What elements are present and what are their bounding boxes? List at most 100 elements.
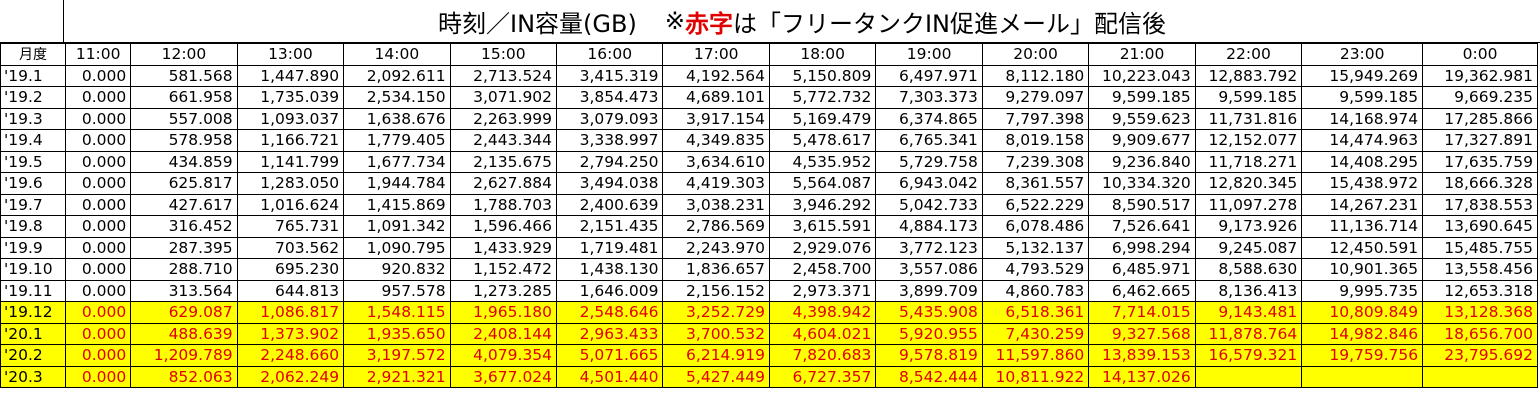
value-cell[interactable]: 1,935.650: [343, 322, 451, 345]
value-cell[interactable]: 0.000: [65, 172, 132, 195]
value-cell[interactable]: 11,878.764: [1194, 322, 1303, 345]
value-cell[interactable]: 1,090.795: [343, 236, 451, 259]
value-cell[interactable]: 13,839.153: [1088, 344, 1196, 367]
value-cell[interactable]: 2,408.144: [449, 322, 558, 345]
value-cell[interactable]: 695.230: [236, 258, 345, 281]
value-cell[interactable]: 13,558.456: [1422, 258, 1538, 281]
value-cell[interactable]: 3,917.154: [662, 107, 770, 130]
value-cell[interactable]: 9,279.097: [981, 86, 1090, 109]
month-cell[interactable]: '19.10: [0, 258, 67, 281]
value-cell[interactable]: 1,677.734: [343, 150, 451, 173]
month-cell[interactable]: '20.2: [0, 344, 67, 367]
value-cell[interactable]: 0.000: [65, 365, 132, 388]
value-cell[interactable]: 920.832: [343, 258, 451, 281]
value-cell[interactable]: 1,415.869: [343, 193, 451, 216]
value-cell[interactable]: 2,973.371: [768, 279, 877, 302]
value-cell[interactable]: 0.000: [65, 193, 132, 216]
value-cell[interactable]: 3,079.093: [556, 107, 664, 130]
value-cell[interactable]: 23,795.692: [1422, 344, 1538, 367]
header-time[interactable]: 20:00: [981, 43, 1090, 66]
value-cell[interactable]: 7,820.683: [768, 344, 877, 367]
value-cell[interactable]: 2,135.675: [449, 150, 558, 173]
value-cell[interactable]: 5,478.617: [768, 129, 877, 152]
value-cell[interactable]: 15,949.269: [1301, 64, 1424, 87]
value-cell[interactable]: 4,419.303: [662, 172, 770, 195]
value-cell[interactable]: 1,152.472: [449, 258, 558, 281]
value-cell[interactable]: 5,427.449: [662, 365, 770, 388]
value-cell[interactable]: 11,718.271: [1194, 150, 1303, 173]
value-cell[interactable]: 9,236.840: [1088, 150, 1196, 173]
value-cell[interactable]: 6,485.971: [1088, 258, 1196, 281]
value-cell[interactable]: 8,136.413: [1194, 279, 1303, 302]
value-cell[interactable]: 2,713.524: [449, 64, 558, 87]
value-cell[interactable]: 5,169.479: [768, 107, 877, 130]
value-cell[interactable]: 2,794.250: [556, 150, 664, 173]
value-cell[interactable]: [1301, 365, 1424, 388]
value-cell[interactable]: 2,963.433: [556, 322, 664, 345]
value-cell[interactable]: 8,588.630: [1194, 258, 1303, 281]
value-cell[interactable]: 4,079.354: [449, 344, 558, 367]
value-cell[interactable]: 0.000: [65, 215, 132, 238]
value-cell[interactable]: 644.813: [236, 279, 345, 302]
value-cell[interactable]: [1194, 365, 1303, 388]
value-cell[interactable]: 5,729.758: [875, 150, 983, 173]
value-cell[interactable]: 9,245.087: [1194, 236, 1303, 259]
value-cell[interactable]: 6,943.042: [875, 172, 983, 195]
header-month[interactable]: 月度: [0, 43, 67, 66]
header-time[interactable]: 18:00: [768, 43, 877, 66]
month-cell[interactable]: '20.3: [0, 365, 67, 388]
value-cell[interactable]: 0.000: [65, 279, 132, 302]
value-cell[interactable]: 13,690.645: [1422, 215, 1538, 238]
value-cell[interactable]: 1,141.799: [236, 150, 345, 173]
value-cell[interactable]: 5,920.955: [875, 322, 983, 345]
month-cell[interactable]: '19.2: [0, 86, 67, 109]
value-cell[interactable]: 2,062.249: [236, 365, 345, 388]
value-cell[interactable]: 765.731: [236, 215, 345, 238]
month-cell[interactable]: '19.5: [0, 150, 67, 173]
value-cell[interactable]: 3,899.709: [875, 279, 983, 302]
value-cell[interactable]: 15,485.755: [1422, 236, 1538, 259]
value-cell[interactable]: 11,731.816: [1194, 107, 1303, 130]
value-cell[interactable]: 2,400.639: [556, 193, 664, 216]
value-cell[interactable]: 10,334.320: [1088, 172, 1196, 195]
value-cell[interactable]: 0.000: [65, 64, 132, 87]
value-cell[interactable]: 17,285.866: [1422, 107, 1538, 130]
value-cell[interactable]: 8,112.180: [981, 64, 1090, 87]
header-time[interactable]: 17:00: [662, 43, 770, 66]
value-cell[interactable]: 1,965.180: [449, 301, 558, 324]
value-cell[interactable]: 5,564.087: [768, 172, 877, 195]
value-cell[interactable]: 1,788.703: [449, 193, 558, 216]
month-cell[interactable]: '19.1: [0, 64, 67, 87]
value-cell[interactable]: 7,714.015: [1088, 301, 1196, 324]
value-cell[interactable]: 9,173.926: [1194, 215, 1303, 238]
value-cell[interactable]: 3,494.038: [556, 172, 664, 195]
value-cell[interactable]: 3,338.997: [556, 129, 664, 152]
value-cell[interactable]: 4,349.835: [662, 129, 770, 152]
value-cell[interactable]: 488.639: [130, 322, 238, 345]
value-cell[interactable]: 9,327.568: [1088, 322, 1196, 345]
value-cell[interactable]: 4,860.783: [981, 279, 1090, 302]
value-cell[interactable]: 9,669.235: [1422, 86, 1538, 109]
value-cell[interactable]: 4,501.440: [556, 365, 664, 388]
value-cell[interactable]: 2,263.999: [449, 107, 558, 130]
value-cell[interactable]: 14,408.295: [1301, 150, 1424, 173]
value-cell[interactable]: 3,197.572: [343, 344, 451, 367]
month-cell[interactable]: '19.8: [0, 215, 67, 238]
value-cell[interactable]: 12,152.077: [1194, 129, 1303, 152]
value-cell[interactable]: 12,653.318: [1422, 279, 1538, 302]
value-cell[interactable]: 0.000: [65, 107, 132, 130]
value-cell[interactable]: [1422, 365, 1538, 388]
value-cell[interactable]: 1,719.481: [556, 236, 664, 259]
value-cell[interactable]: 4,398.942: [768, 301, 877, 324]
value-cell[interactable]: 5,132.137: [981, 236, 1090, 259]
value-cell[interactable]: 3,946.292: [768, 193, 877, 216]
value-cell[interactable]: 0.000: [65, 86, 132, 109]
header-time[interactable]: 0:00: [1422, 43, 1538, 66]
value-cell[interactable]: 11,136.714: [1301, 215, 1424, 238]
value-cell[interactable]: 2,458.700: [768, 258, 877, 281]
value-cell[interactable]: 9,143.481: [1194, 301, 1303, 324]
value-cell[interactable]: 1,438.130: [556, 258, 664, 281]
header-time[interactable]: 22:00: [1194, 43, 1303, 66]
value-cell[interactable]: 6,497.971: [875, 64, 983, 87]
header-time[interactable]: 11:00: [65, 43, 132, 66]
